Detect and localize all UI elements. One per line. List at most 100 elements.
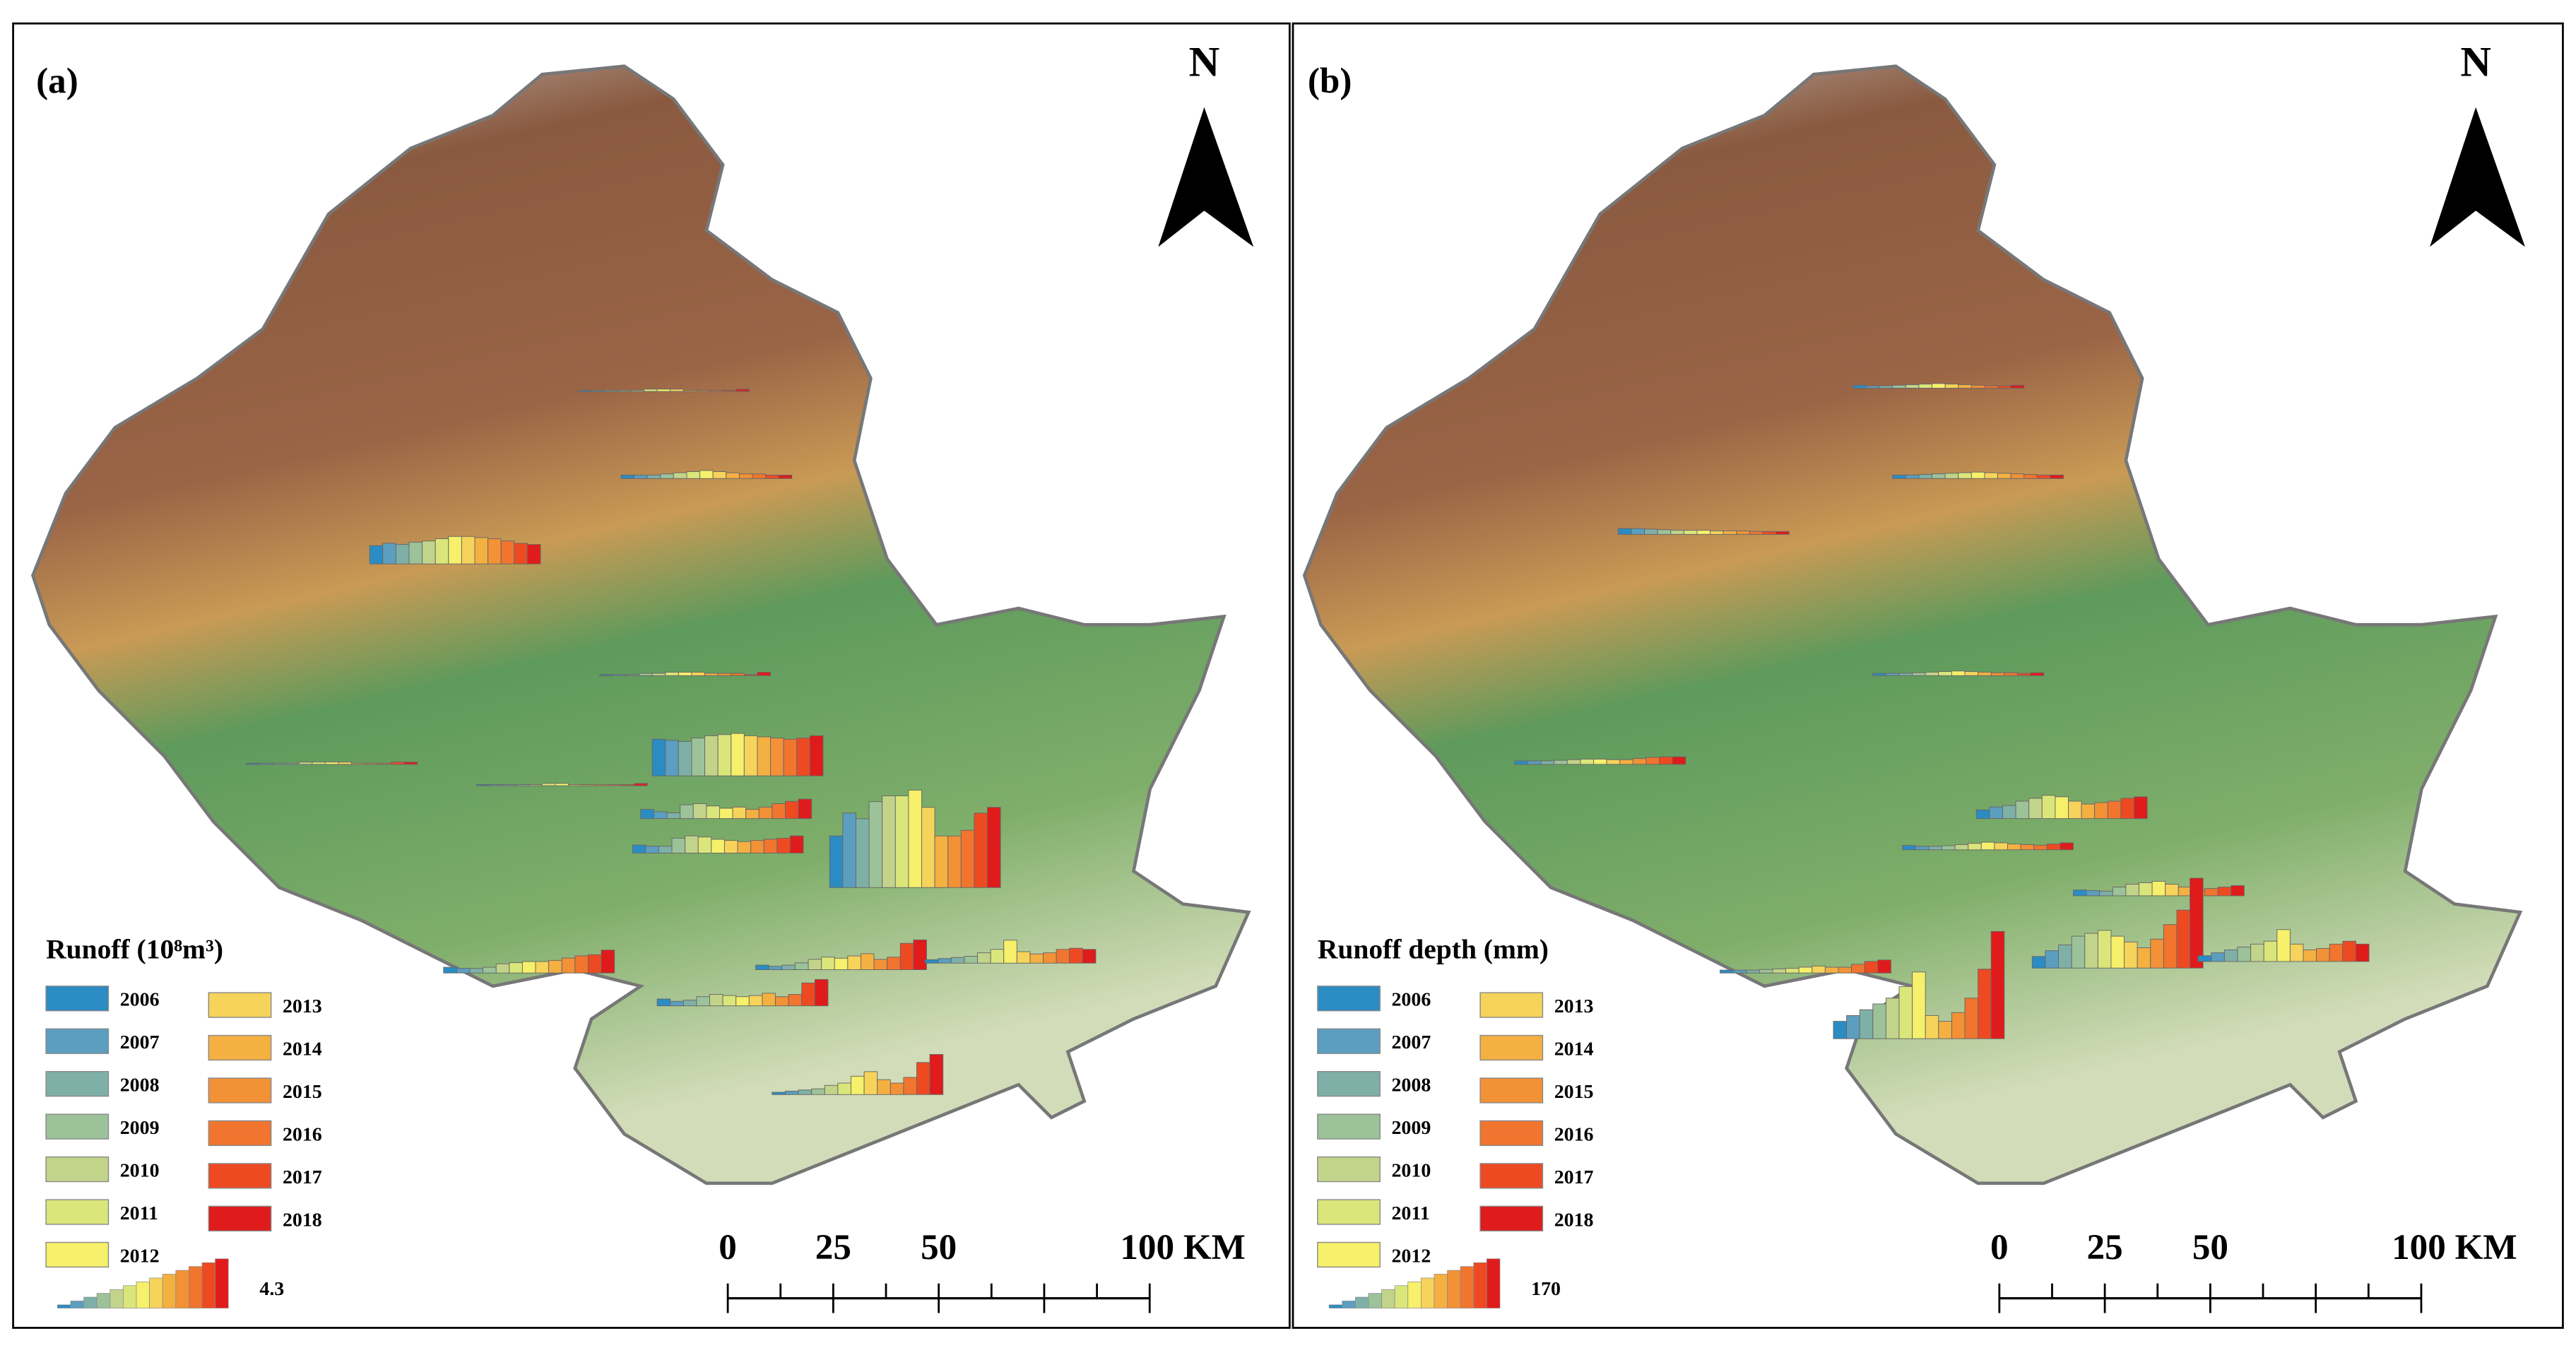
runoff-bar (855, 818, 870, 888)
runoff-bar (731, 733, 745, 776)
runoff-bar (863, 1071, 878, 1095)
runoff-bar (2250, 943, 2264, 962)
runoff-bar (390, 762, 405, 765)
runoff-bar (1514, 760, 1528, 765)
runoff-bar (620, 474, 635, 479)
runoff-bar (776, 837, 791, 853)
runoff-bar (658, 846, 673, 853)
runoff-bar (706, 805, 720, 820)
panel: (a) N Runoff (10⁸m³) 2006 2007 2008 2009 2010 20… (12, 22, 1291, 1329)
runoff-bar (938, 958, 952, 964)
runoff-bar (1971, 384, 1985, 389)
runoff-bar (809, 735, 824, 776)
region (31, 64, 1251, 1186)
runoff-bar (1872, 673, 1886, 676)
runoff-bar (612, 674, 627, 676)
north-label: N (1189, 39, 1220, 86)
runoff-bar (483, 966, 497, 974)
runoff-bar (1696, 530, 1711, 535)
runoff-bar (763, 839, 778, 853)
runoff-bar (868, 801, 883, 888)
runoff-bar (461, 536, 475, 564)
runoff-bar (395, 544, 410, 564)
runoff-bar (788, 994, 803, 1007)
north-label: N (2460, 39, 2491, 86)
runoff-bar (665, 671, 679, 676)
key-bar (110, 1289, 124, 1308)
region (1302, 64, 2523, 1186)
runoff-bar (882, 796, 896, 888)
runoff-bar (338, 762, 353, 765)
key-bar (136, 1281, 150, 1308)
runoff-bar (683, 1000, 697, 1007)
legend-year: 2007 (1391, 1031, 1431, 1053)
legend-swatch (208, 1205, 272, 1231)
runoff-bar (1978, 671, 1992, 676)
runoff-bar (851, 1075, 865, 1095)
runoff-bar (1971, 471, 1985, 479)
runoff-bar (1749, 531, 1763, 535)
runoff-bar (2211, 952, 2225, 962)
runoff-bar (719, 808, 733, 820)
runoff-bar (1925, 671, 1939, 676)
panel-label: (a) (36, 61, 78, 101)
runoff-bar (382, 543, 396, 564)
runoff-bar (568, 784, 582, 786)
key-bar (1473, 1262, 1487, 1308)
runoff-bar (2329, 943, 2344, 962)
runoff-bar (2002, 805, 2016, 820)
legend-year: 2012 (1391, 1245, 1431, 1267)
key-bar (1354, 1296, 1369, 1308)
runoff-bar (671, 837, 686, 853)
runoff-bar (1877, 959, 1891, 974)
runoff-bar (1928, 846, 1942, 851)
runoff-bar (1968, 843, 1982, 851)
runoff-bar (443, 966, 457, 974)
runoff-bar (666, 812, 681, 820)
runoff-bar (665, 740, 679, 776)
runoff-bar (2068, 800, 2082, 820)
runoff-bar (947, 835, 962, 888)
runoff-bar (789, 835, 804, 853)
runoff-bar (2060, 842, 2074, 851)
runoff-bar (2046, 844, 2061, 851)
key-bar (70, 1301, 84, 1308)
runoff-bar (765, 474, 779, 479)
runoff-bar (488, 538, 502, 564)
runoff-bar (735, 389, 750, 392)
runoff-bar (1915, 846, 1930, 851)
runoff-bar (456, 968, 471, 974)
runoff-bar (1997, 385, 2011, 389)
key-bar (1487, 1258, 1501, 1308)
runoff-bar (755, 964, 769, 971)
legend-swatch (1317, 1028, 1381, 1054)
legend-year: 2013 (1554, 995, 1594, 1017)
legend-swatch (1479, 1120, 1544, 1147)
runoff-bar (2094, 802, 2108, 820)
runoff-bar (772, 1092, 786, 1095)
key-bar (123, 1285, 137, 1308)
runoff-bar (1003, 940, 1017, 964)
runoff-bar (732, 806, 747, 820)
runoff-bar (1944, 473, 1959, 479)
runoff-bar (929, 1054, 944, 1095)
runoff-bar (324, 762, 339, 765)
runoff-bar (2036, 474, 2051, 479)
runoff-bar (2023, 474, 2038, 479)
runoff-bar (903, 1077, 917, 1095)
runoff-bar (1720, 969, 1734, 974)
runoff-bar (1759, 969, 1773, 974)
runoff-bar (860, 953, 875, 971)
runoff-bar (1984, 472, 1998, 479)
runoff-bar (1885, 673, 1900, 676)
runoff-bar (1984, 385, 1998, 389)
runoff-bar (735, 996, 750, 1007)
runoff-bar (696, 389, 710, 392)
scale-label: 50 (921, 1227, 957, 1267)
key-bar (1407, 1281, 1422, 1308)
key-bar (1381, 1289, 1395, 1308)
runoff-bar (369, 545, 384, 564)
legend-swatch (208, 992, 272, 1018)
runoff-bar (1958, 472, 1972, 479)
